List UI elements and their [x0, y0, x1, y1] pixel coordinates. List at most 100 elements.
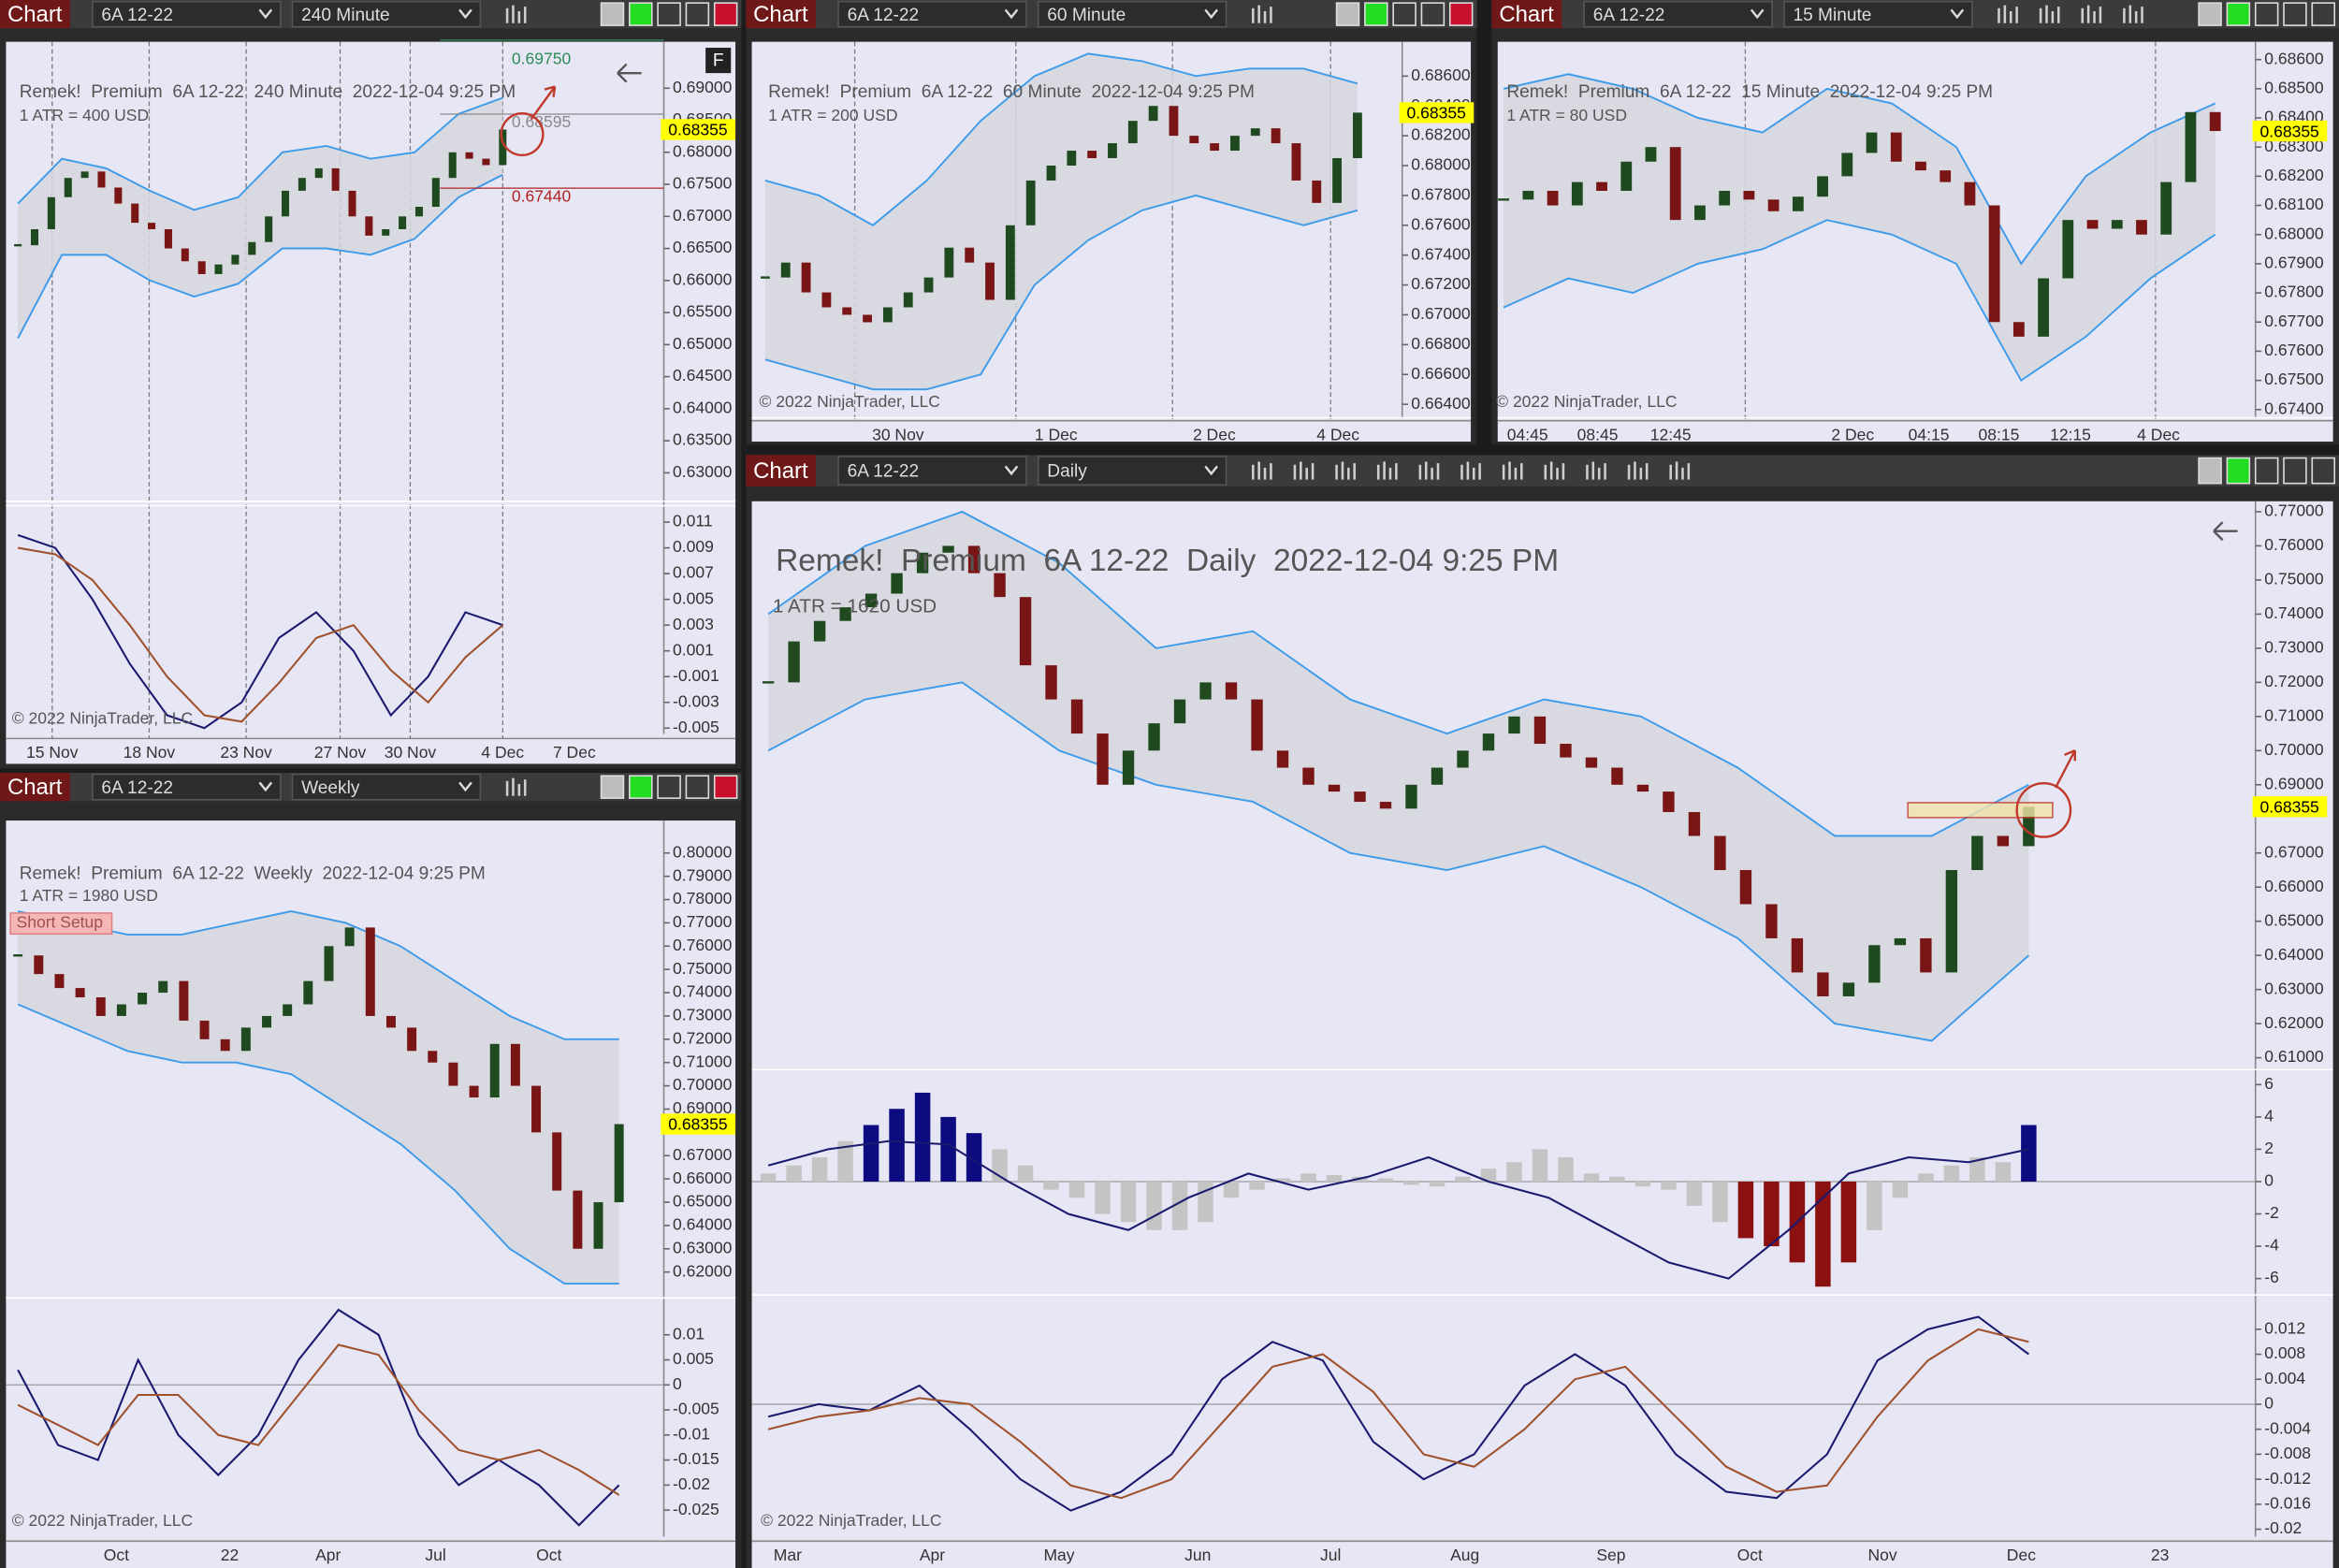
toolbar-icon[interactable] — [1460, 461, 1481, 480]
back-arrow[interactable] — [617, 63, 642, 83]
window-button[interactable] — [2283, 2, 2307, 26]
window-button[interactable] — [685, 2, 710, 26]
window-button[interactable] — [713, 775, 738, 799]
chart-button[interactable] — [0, 0, 70, 29]
y-tick-label: 0.63000 — [2264, 979, 2324, 997]
y-tick-label: -0.012 — [2264, 1469, 2311, 1488]
window-button[interactable] — [685, 775, 710, 799]
candle — [114, 187, 123, 204]
last-price-label: 0.68355 — [2259, 798, 2318, 817]
window-button[interactable] — [2254, 2, 2279, 26]
candle — [923, 277, 934, 293]
candle — [1765, 904, 1778, 938]
candle — [882, 307, 893, 323]
candle — [199, 1020, 210, 1039]
y-tick-label: 0.67000 — [673, 1145, 733, 1164]
toolbar-icon[interactable] — [1335, 461, 1356, 480]
chart-header: Remek! Premium 6A 12-22 60 Minute 2022-1… — [768, 82, 1255, 102]
toolbar-icon[interactable] — [1252, 461, 1272, 480]
histogram-bar — [1455, 1176, 1471, 1182]
candle — [448, 1062, 458, 1086]
back-arrow[interactable] — [2213, 521, 2238, 542]
candle — [181, 248, 189, 262]
window-button[interactable] — [600, 775, 625, 799]
period-dropdown[interactable] — [1037, 456, 1228, 486]
chart-button[interactable] — [746, 455, 817, 486]
histogram-signal — [767, 1140, 2029, 1280]
toolbar-icon[interactable] — [505, 5, 527, 23]
period-dropdown[interactable] — [291, 773, 482, 801]
window-button[interactable] — [2226, 2, 2251, 26]
instrument-dropdown[interactable] — [837, 0, 1027, 28]
candle — [2038, 278, 2049, 337]
y-tick-label: 0.67800 — [2264, 283, 2324, 301]
instrument-dropdown[interactable] — [92, 0, 282, 28]
toolbar-icon[interactable] — [1544, 461, 1565, 480]
f-button[interactable] — [705, 48, 732, 74]
candle — [1019, 597, 1032, 666]
candle — [1122, 750, 1135, 785]
toolbar-icon[interactable] — [2081, 5, 2102, 23]
histogram-bar — [966, 1133, 982, 1182]
candle — [1620, 161, 1633, 191]
oscillator-line — [17, 1343, 620, 1496]
window-button[interactable] — [1448, 2, 1474, 26]
y-tick-label: -0.02 — [2264, 1518, 2302, 1537]
candle — [1791, 937, 1804, 973]
instrument-dropdown[interactable] — [837, 456, 1027, 486]
toolbar-icon[interactable] — [1376, 461, 1398, 480]
toolbar-icon[interactable] — [505, 777, 527, 796]
toolbar-icon[interactable] — [2123, 5, 2143, 23]
window-button[interactable] — [713, 2, 738, 26]
x-tick-label: 30 Nov — [872, 425, 924, 443]
period-dropdown[interactable] — [1783, 0, 1973, 28]
window-button[interactable] — [629, 775, 653, 799]
toolbar-icon[interactable] — [1293, 461, 1315, 480]
window-button[interactable] — [1392, 2, 1416, 26]
y-tick-label: 0.67000 — [673, 206, 733, 225]
chart-button[interactable] — [746, 0, 817, 29]
window-button[interactable] — [2311, 457, 2336, 485]
toolbar-icon[interactable] — [1502, 461, 1523, 480]
window-button[interactable] — [2226, 457, 2251, 485]
histogram-bar — [1609, 1176, 1625, 1182]
toolbar-icon[interactable] — [1669, 461, 1691, 480]
chart-button[interactable] — [0, 773, 70, 802]
last-price-tag — [661, 1113, 736, 1135]
y-tick-label: 0.69000 — [2264, 774, 2324, 792]
window-button[interactable] — [657, 2, 681, 26]
period-dropdown[interactable] — [1037, 0, 1228, 28]
toolbar-icon[interactable] — [1252, 5, 1272, 23]
window-button[interactable] — [2311, 2, 2336, 26]
y-tick-label: 0.67500 — [673, 174, 733, 193]
window-button[interactable] — [2283, 457, 2307, 485]
period-dropdown[interactable] — [291, 0, 482, 28]
window-button[interactable] — [600, 2, 625, 26]
candle — [1997, 835, 2010, 847]
y-tick-label: 0 — [673, 1374, 682, 1393]
window-button[interactable] — [2198, 2, 2222, 26]
toolbar-icon[interactable] — [2039, 5, 2060, 23]
window-button[interactable] — [2198, 457, 2222, 485]
window-button[interactable] — [1364, 2, 1388, 26]
instrument-dropdown[interactable] — [1583, 0, 1773, 28]
toolbar-icon[interactable] — [1627, 461, 1649, 480]
chart-button-label: Chart — [753, 2, 808, 27]
instrument-dropdown[interactable] — [92, 773, 282, 801]
chart-button[interactable] — [1491, 0, 1562, 29]
toolbar-icon[interactable] — [1418, 461, 1440, 480]
candle — [54, 974, 65, 989]
y-tick-label: 0.72000 — [2264, 672, 2324, 690]
setup-arrow — [2055, 749, 2076, 789]
y-tick-label: 0.67600 — [1411, 214, 1471, 233]
x-tick-label: 04:15 — [1909, 425, 1950, 443]
toolbar-icon[interactable] — [1998, 5, 2018, 23]
window-button[interactable] — [1335, 2, 1360, 26]
window-button[interactable] — [657, 775, 681, 799]
window-button[interactable] — [629, 2, 653, 26]
candle — [2185, 111, 2197, 182]
window-button[interactable] — [2254, 457, 2279, 485]
window-button[interactable] — [1420, 2, 1446, 26]
toolbar-icon[interactable] — [1586, 461, 1606, 480]
candle — [116, 1004, 126, 1016]
